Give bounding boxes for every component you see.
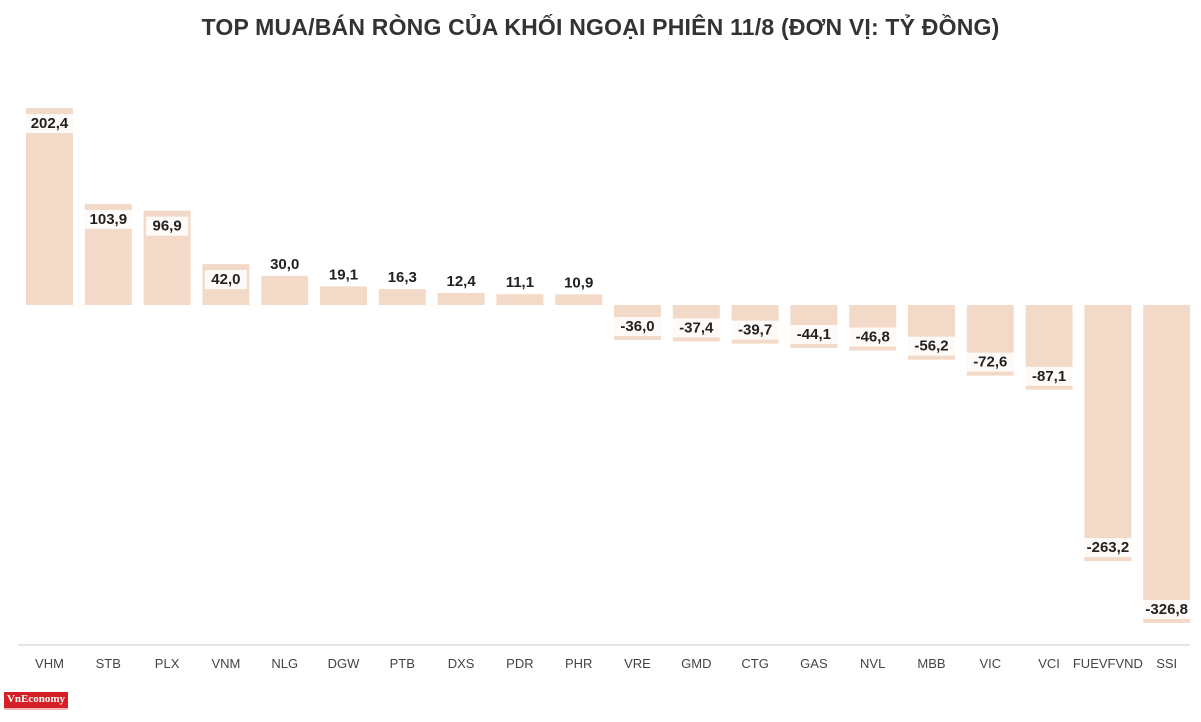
x-tick-label: SSI — [1156, 656, 1177, 671]
value-label-bg — [263, 254, 306, 274]
value-label-bg — [381, 268, 424, 288]
x-tick-label: VHM — [35, 656, 64, 671]
x-tick-label: GMD — [681, 656, 711, 671]
value-label-bg — [729, 320, 781, 340]
value-label: -46,8 — [856, 329, 890, 346]
value-label: 30,0 — [270, 256, 299, 273]
value-label: 16,3 — [388, 269, 417, 286]
x-tick-label: PHR — [565, 656, 592, 671]
value-label-bg — [906, 336, 957, 356]
value-label: -326,8 — [1145, 601, 1188, 618]
x-tick-label: PLX — [155, 656, 180, 671]
logo-underline — [4, 708, 68, 710]
chart-title: TOP MUA/BÁN RÒNG CỦA KHỐI NGOẠI PHIÊN 11… — [201, 14, 1000, 40]
value-label: 10,9 — [564, 274, 593, 291]
x-tick-label: STB — [96, 656, 121, 671]
value-label: -39,7 — [738, 322, 772, 339]
bar-chart: 202,4 VHM 103,9 STB 96,9 PLX 42,0 VNM 30,0 NLG 19,… — [18, 108, 1197, 671]
value-label: -263,2 — [1087, 539, 1130, 556]
x-tick-label: FUEVFVND — [1073, 656, 1143, 671]
bar-dxs — [437, 292, 485, 305]
value-label-bg — [440, 271, 483, 291]
x-tick-label: DXS — [448, 656, 475, 671]
value-label: 42,0 — [211, 271, 240, 288]
value-label: 103,9 — [90, 211, 128, 228]
bar-vhm — [26, 108, 73, 305]
bar-dgw — [320, 286, 367, 305]
value-label: -87,1 — [1032, 368, 1066, 385]
x-tick-label: VRE — [624, 656, 651, 671]
x-tick-label: VNM — [211, 656, 240, 671]
bar-fuevfvnd — [1084, 305, 1132, 562]
value-label-bg — [24, 114, 75, 134]
value-label-bg — [322, 265, 365, 285]
x-tick-label: CTG — [741, 656, 768, 671]
value-label-bg — [964, 352, 1016, 372]
value-label-bg — [847, 327, 899, 347]
value-label-bg — [1136, 600, 1197, 619]
value-label: 11,1 — [506, 274, 534, 291]
bar-pdr — [496, 294, 544, 305]
value-label-bg — [82, 209, 134, 229]
value-label-bg — [1077, 538, 1138, 558]
x-tick-label: PTB — [390, 656, 415, 671]
value-label-bg — [670, 318, 722, 338]
x-tick-label: VIC — [979, 656, 1001, 671]
value-label-bg — [498, 273, 541, 293]
value-label-bg — [557, 273, 600, 293]
value-label: -37,4 — [679, 319, 714, 336]
value-label-bg — [1023, 366, 1075, 386]
value-label: 19,1 — [329, 266, 358, 283]
value-label: 12,4 — [446, 273, 476, 290]
value-label: 202,4 — [31, 115, 69, 132]
x-tick-label: PDR — [506, 656, 533, 671]
x-tick-label: NLG — [271, 656, 298, 671]
bar-nlg — [261, 275, 309, 305]
value-label-bg — [204, 270, 247, 290]
bar-ptb — [378, 289, 426, 305]
value-label-bg — [146, 216, 189, 236]
bar-ssi — [1143, 305, 1191, 623]
value-label: -44,1 — [797, 326, 831, 343]
value-label: -56,2 — [914, 338, 948, 355]
x-tick-label: MBB — [917, 656, 945, 671]
x-tick-label: DGW — [328, 656, 361, 671]
bar-phr — [555, 294, 603, 305]
value-label: -36,0 — [620, 318, 654, 335]
x-tick-label: GAS — [800, 656, 828, 671]
value-label: 96,9 — [152, 218, 181, 235]
vneconomy-logo: VnEconomy — [4, 692, 68, 710]
x-tick-label: VCI — [1038, 656, 1060, 671]
x-tick-label: NVL — [860, 656, 885, 671]
value-label-bg — [788, 324, 840, 344]
value-label-bg — [612, 317, 663, 337]
value-label: -72,6 — [973, 354, 1007, 371]
